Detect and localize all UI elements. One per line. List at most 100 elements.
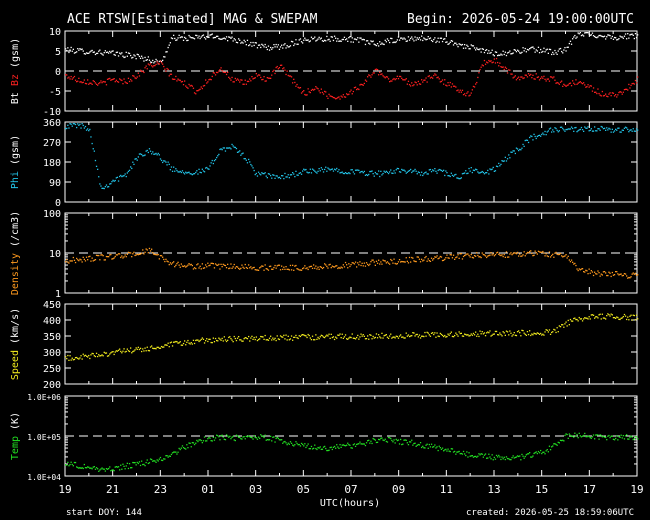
data-point: [87, 79, 89, 81]
data-point: [471, 171, 473, 174]
data-point: [480, 256, 482, 259]
data-point: [403, 79, 405, 81]
data-point: [295, 334, 297, 337]
data-point: [252, 438, 254, 440]
data-point: [353, 38, 356, 40]
data-point: [257, 436, 260, 438]
data-point: [66, 50, 68, 52]
data-point: [527, 453, 530, 455]
data-point: [608, 34, 610, 36]
y-axis-label-part: Density: [10, 253, 21, 295]
data-point: [223, 147, 225, 149]
data-point: [254, 269, 256, 271]
data-point: [407, 80, 410, 82]
plot-title: ACE RTSW[Estimated] MAG & SWEPAM: [67, 12, 318, 27]
data-point: [594, 126, 596, 128]
data-point: [580, 268, 583, 270]
data-point: [267, 173, 270, 175]
data-point: [103, 187, 105, 190]
data-point: [632, 34, 634, 36]
data-point: [317, 266, 319, 268]
data-point: [417, 171, 419, 173]
data-point: [257, 44, 260, 46]
data-point: [124, 468, 126, 470]
data-point: [160, 345, 163, 348]
data-point: [538, 52, 541, 54]
data-point: [119, 175, 121, 178]
data-point: [146, 346, 148, 348]
data-point: [464, 333, 466, 335]
data-point: [581, 435, 584, 437]
data-point: [553, 131, 555, 133]
data-point: [133, 350, 135, 352]
data-point: [629, 34, 631, 36]
data-point: [271, 48, 273, 50]
data-point: [400, 37, 402, 39]
data-point: [187, 171, 189, 174]
data-point: [112, 78, 114, 80]
data-point: [446, 85, 448, 87]
data-point: [351, 37, 353, 39]
data-point: [430, 443, 433, 445]
data-point: [282, 68, 284, 70]
data-point: [370, 440, 372, 442]
data-point: [142, 463, 144, 466]
data-point: [418, 444, 421, 446]
data-point: [538, 251, 541, 253]
data-point: [67, 261, 69, 263]
data-point: [600, 125, 602, 128]
data-point: [591, 32, 594, 34]
data-point: [632, 314, 634, 316]
data-point: [318, 90, 320, 92]
data-point: [512, 455, 514, 457]
data-point: [569, 318, 572, 321]
data-point: [298, 269, 300, 271]
data-point: [479, 172, 481, 174]
data-point: [513, 332, 515, 334]
data-point: [458, 178, 460, 180]
data-point: [406, 40, 408, 42]
y-axis-label-part: Phi: [10, 171, 21, 189]
data-point: [128, 52, 131, 55]
data-point: [171, 345, 174, 347]
data-point: [92, 466, 94, 468]
data-point: [457, 177, 459, 179]
data-point: [79, 48, 81, 50]
data-point: [91, 83, 93, 85]
data-point: [462, 255, 465, 258]
data-point: [410, 261, 412, 263]
data-point: [613, 274, 616, 276]
data-point: [514, 252, 516, 254]
data-point: [297, 444, 299, 446]
data-point: [223, 264, 225, 266]
data-point: [65, 48, 67, 50]
data-point: [369, 170, 371, 173]
data-point: [170, 37, 173, 39]
data-point: [460, 332, 462, 334]
data-point: [531, 46, 533, 48]
data-point: [344, 96, 347, 98]
data-point: [320, 448, 322, 450]
data-point: [466, 44, 468, 46]
data-point: [414, 168, 416, 171]
data-point: [325, 264, 327, 266]
data-point: [158, 60, 160, 63]
data-point: [423, 173, 425, 175]
data-point: [248, 44, 250, 47]
data-point: [122, 257, 124, 259]
data-point: [473, 455, 476, 458]
data-point: [316, 338, 318, 340]
data-point: [276, 175, 278, 177]
data-point: [349, 336, 351, 338]
data-point: [151, 458, 153, 461]
data-point: [319, 38, 321, 40]
data-point: [85, 467, 88, 469]
data-point: [605, 129, 607, 131]
data-point: [478, 335, 480, 338]
data-point: [252, 41, 254, 44]
data-point: [162, 63, 164, 65]
data-point: [459, 453, 461, 455]
data-point: [427, 36, 429, 38]
data-point: [601, 313, 603, 315]
